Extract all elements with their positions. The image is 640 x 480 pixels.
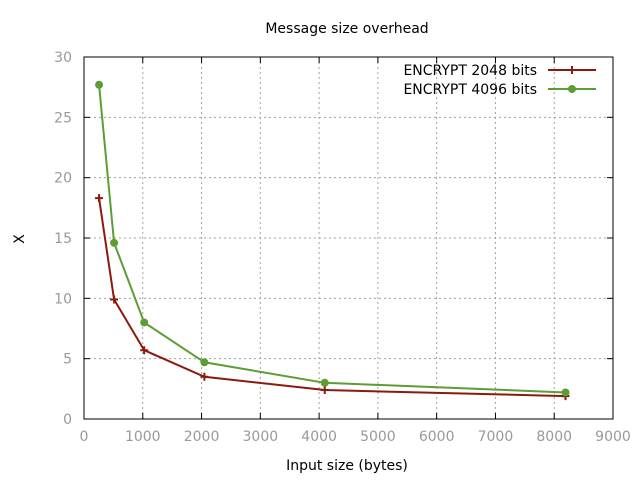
x-tick-label: 2000 [184, 429, 220, 445]
data-point-marker [568, 66, 576, 74]
chart-title: Message size overhead [265, 21, 428, 37]
series-2 [95, 80, 570, 397]
y-tick-label: 0 [63, 412, 72, 428]
data-point-marker [110, 295, 119, 304]
legend: ENCRYPT 2048 bits ENCRYPT 4096 bits [403, 63, 596, 98]
series-layer [95, 80, 570, 401]
legend-entry-2: ENCRYPT 4096 bits [403, 82, 596, 98]
x-tick-label: 9000 [595, 429, 631, 445]
grid [84, 57, 613, 419]
x-tick-label: 4000 [301, 429, 337, 445]
data-point-marker [320, 378, 329, 387]
x-tick-label: 0 [80, 429, 89, 445]
x-tick-label: 5000 [360, 429, 396, 445]
x-tick-label: 7000 [478, 429, 514, 445]
legend-label: ENCRYPT 2048 bits [403, 63, 537, 79]
y-axis-title: X [12, 234, 28, 244]
data-point-marker [320, 386, 329, 395]
series-line [98, 84, 566, 394]
data-point-marker [561, 388, 570, 397]
series-line [98, 198, 566, 398]
axes: 0 1000 2000 3000 4000 5000 6000 7000 8000 9000 0 5 1… [54, 50, 631, 445]
plot-frame [83, 56, 614, 420]
legend-entry-1: ENCRYPT 2048 bits [403, 63, 596, 79]
data-point-marker [110, 238, 119, 247]
x-axis-title: Input size (bytes) [286, 458, 408, 474]
y-tick-label: 20 [54, 171, 72, 187]
data-point-marker [200, 358, 209, 367]
legend-label: ENCRYPT 4096 bits [403, 82, 537, 98]
x-tick-label: 3000 [243, 429, 279, 445]
data-point-marker [95, 80, 104, 89]
x-tick-label: 1000 [125, 429, 161, 445]
data-point-marker [568, 85, 576, 93]
y-tick-label: 25 [54, 110, 72, 126]
x-tick-label: 6000 [419, 429, 455, 445]
y-tick-label: 15 [54, 231, 72, 247]
y-tick-label: 30 [54, 50, 72, 66]
x-tick-label: 8000 [536, 429, 572, 445]
y-tick-label: 10 [54, 291, 72, 307]
data-point-marker [95, 194, 104, 203]
series-1 [95, 194, 570, 401]
data-point-marker [140, 346, 149, 355]
data-point-marker [200, 372, 209, 381]
data-point-marker [140, 318, 149, 327]
y-tick-label: 5 [63, 352, 72, 368]
